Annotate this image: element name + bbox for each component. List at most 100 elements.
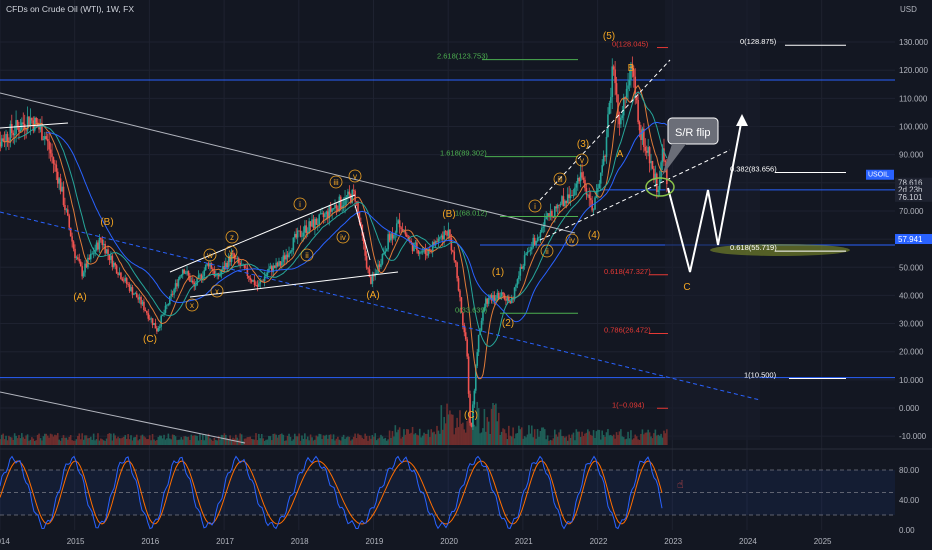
volume-bar: [150, 440, 152, 445]
volume-bar: [364, 433, 366, 445]
wave-label-circle: [553, 172, 567, 186]
candle-body: [612, 66, 615, 70]
volume-bar: [462, 422, 464, 445]
candle-body: [253, 280, 256, 285]
volume-bar: [110, 433, 112, 445]
wave-label-circle: [565, 233, 579, 247]
candle-body: [555, 206, 558, 209]
volume-bar: [25, 435, 27, 445]
candle-body: [610, 97, 612, 103]
candle-body: [89, 253, 92, 260]
volume-bars: [0, 401, 668, 445]
volume-bar: [252, 439, 254, 445]
candle-body: [398, 220, 401, 228]
volume-bar: [500, 431, 503, 445]
volume-bar: [194, 435, 197, 445]
volume-bar: [64, 437, 66, 445]
volume-bar: [663, 430, 665, 445]
candle-body: [380, 263, 382, 268]
volume-bar: [630, 430, 632, 445]
volume-bar: [304, 433, 306, 445]
volume-bar: [19, 438, 22, 445]
fib-level-label: 0(33.639): [455, 305, 488, 314]
volume-bar: [69, 435, 72, 445]
volume-bar: [112, 433, 115, 445]
volume-bar: [473, 424, 476, 445]
candle-body: [180, 274, 183, 277]
volume-bar: [104, 440, 106, 445]
time-tick: 2020: [440, 537, 458, 546]
candle-body: [141, 301, 144, 305]
candle-body: [18, 126, 20, 132]
volume-bar: [235, 434, 237, 445]
volume-bar: [9, 437, 12, 445]
volume-bar: [421, 435, 424, 445]
candle-body: [414, 242, 417, 244]
volume-bar: [440, 405, 443, 445]
volume-bar: [163, 434, 165, 445]
candle-body: [581, 172, 583, 178]
candle-body: [538, 237, 540, 238]
candle-body: [602, 155, 605, 166]
candle-body: [252, 280, 254, 282]
volume-bar: [436, 425, 438, 445]
symbol-label: USOIL: [868, 172, 889, 179]
volume-bar: [318, 433, 320, 445]
volume-bar: [651, 438, 654, 445]
candle-body: [647, 147, 649, 153]
volume-bar: [489, 433, 491, 445]
candle-body: [500, 292, 503, 297]
volume-bar: [259, 438, 262, 445]
volume-bar: [246, 437, 249, 445]
candle-body: [531, 247, 533, 250]
candle-body: [295, 233, 298, 238]
candle-body: [492, 295, 494, 301]
volume-bar: [474, 426, 477, 445]
candle-body: [427, 248, 430, 256]
candle-body: [473, 390, 476, 405]
candle-body: [661, 148, 664, 163]
volume-bar: [384, 437, 387, 445]
candle-body: [469, 393, 471, 423]
candle-body: [35, 117, 38, 123]
wave-label-circle: [293, 197, 307, 211]
candle-body: [495, 298, 497, 301]
candle-body: [156, 328, 158, 332]
volume-bar: [447, 414, 450, 445]
volume-bar: [367, 440, 369, 445]
wave-label-circle: [336, 230, 350, 244]
volume-bar: [166, 438, 168, 445]
candle-body: [459, 290, 461, 298]
volume-bar: [648, 432, 651, 445]
volume-bar: [505, 433, 507, 445]
candle-body: [608, 102, 611, 115]
candle-body: [339, 196, 342, 209]
volume-bar: [29, 439, 32, 445]
time-tick: 2022: [590, 537, 608, 546]
candle-body: [298, 230, 300, 232]
volume-bar: [657, 434, 660, 445]
volume-bar: [469, 410, 471, 445]
volume-bar: [354, 433, 356, 445]
volume-bar: [97, 433, 99, 445]
candle-body: [644, 147, 647, 151]
candle-body: [397, 220, 400, 224]
candle-body: [621, 115, 624, 118]
volume-bar: [658, 435, 661, 445]
candle-body: [282, 255, 285, 262]
volume-bar: [3, 439, 6, 445]
candle-body: [350, 194, 352, 203]
volume-bar: [42, 436, 45, 445]
volume-bar: [46, 435, 49, 445]
candle-body: [463, 325, 466, 333]
candle-body: [364, 243, 366, 256]
volume-bar: [239, 433, 241, 445]
volume-bar: [538, 436, 540, 445]
candle-body: [266, 272, 269, 276]
volume-bar: [88, 437, 91, 445]
volume-bar: [536, 429, 539, 445]
wave-label: (B): [442, 209, 455, 220]
candle-body: [100, 238, 102, 240]
fib-level-label: 0(128.045): [612, 40, 649, 49]
